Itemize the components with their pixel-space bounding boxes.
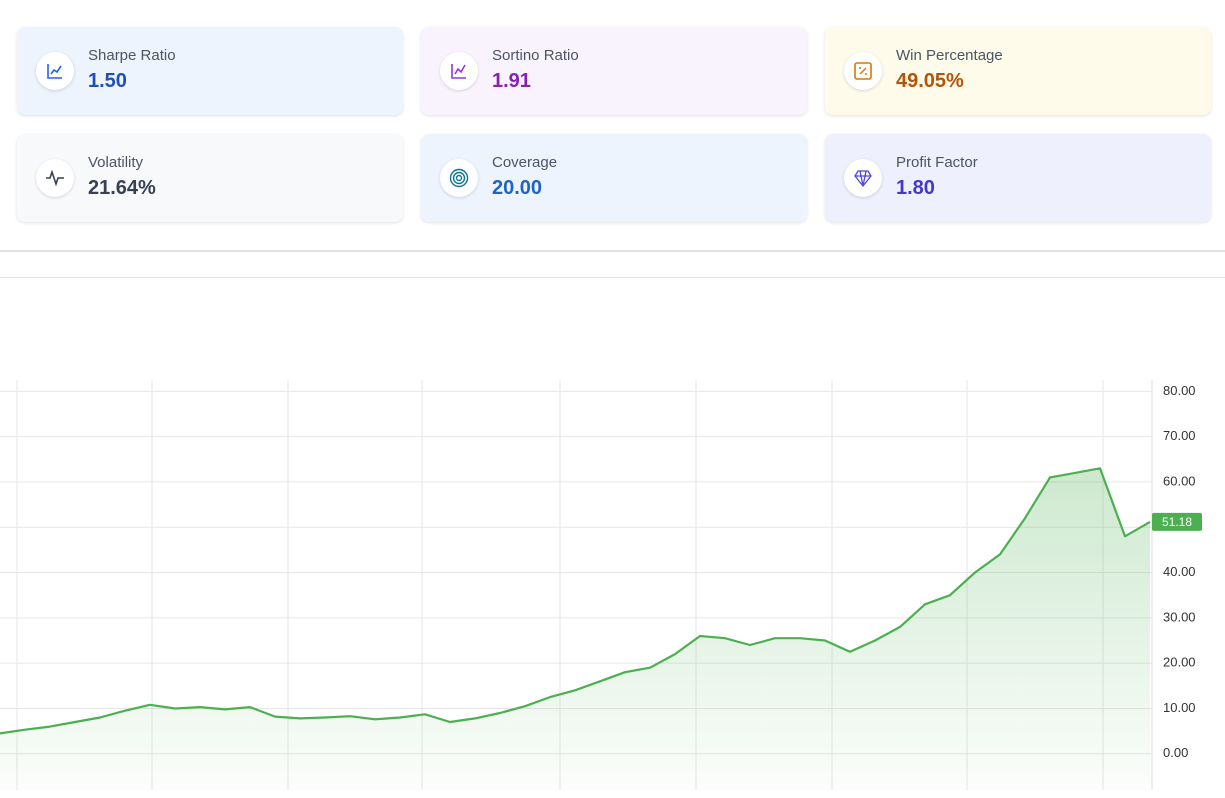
price-label: 51.18 bbox=[1162, 515, 1192, 529]
label: Win Percentage bbox=[896, 47, 1003, 64]
icon bbox=[440, 52, 478, 90]
metric-card: Sortino Ratio 1.91 bbox=[421, 27, 807, 115]
label: Profit Factor bbox=[896, 154, 978, 171]
separator bbox=[0, 277, 1225, 278]
line bbox=[0, 467, 1151, 735]
separator bbox=[0, 250, 1225, 252]
label: Sharpe Ratio bbox=[88, 47, 176, 64]
value: 21.64% bbox=[88, 177, 156, 199]
y-tick-label: 80.00 bbox=[1163, 383, 1196, 398]
metric-card: Coverage 20.00 bbox=[421, 134, 807, 222]
area bbox=[0, 468, 1150, 790]
value: 20.00 bbox=[492, 177, 543, 199]
metric-card: Volatility 21.64% bbox=[17, 134, 403, 222]
y-tick-label: 30.00 bbox=[1163, 609, 1196, 624]
metric-card: Profit Factor 1.80 bbox=[825, 134, 1211, 222]
icon bbox=[844, 52, 882, 90]
icon bbox=[440, 159, 478, 197]
y-tick-label: 70.00 bbox=[1163, 428, 1196, 443]
metric-card: Sharpe Ratio 1.50 bbox=[17, 27, 403, 115]
icon bbox=[36, 159, 74, 197]
label: Coverage bbox=[492, 154, 558, 171]
metric-card: Win Percentage 49.05% bbox=[825, 27, 1211, 115]
value: 1.50 bbox=[88, 70, 127, 92]
value: 49.05% bbox=[896, 70, 964, 92]
icon bbox=[844, 159, 882, 197]
y-tick-label: 10.00 bbox=[1163, 700, 1196, 715]
value: 1.80 bbox=[896, 177, 935, 199]
y-tick-label: 20.00 bbox=[1163, 655, 1196, 670]
y-tick-label: 60.00 bbox=[1163, 473, 1196, 488]
price-tag bbox=[1152, 512, 1202, 531]
y-tick-label: 0.00 bbox=[1163, 745, 1188, 760]
label: Volatility bbox=[88, 154, 144, 171]
label: Sortino Ratio bbox=[492, 47, 579, 64]
y-tick-label: 40.00 bbox=[1163, 564, 1196, 579]
icon bbox=[36, 52, 74, 90]
value: 1.91 bbox=[492, 70, 531, 92]
